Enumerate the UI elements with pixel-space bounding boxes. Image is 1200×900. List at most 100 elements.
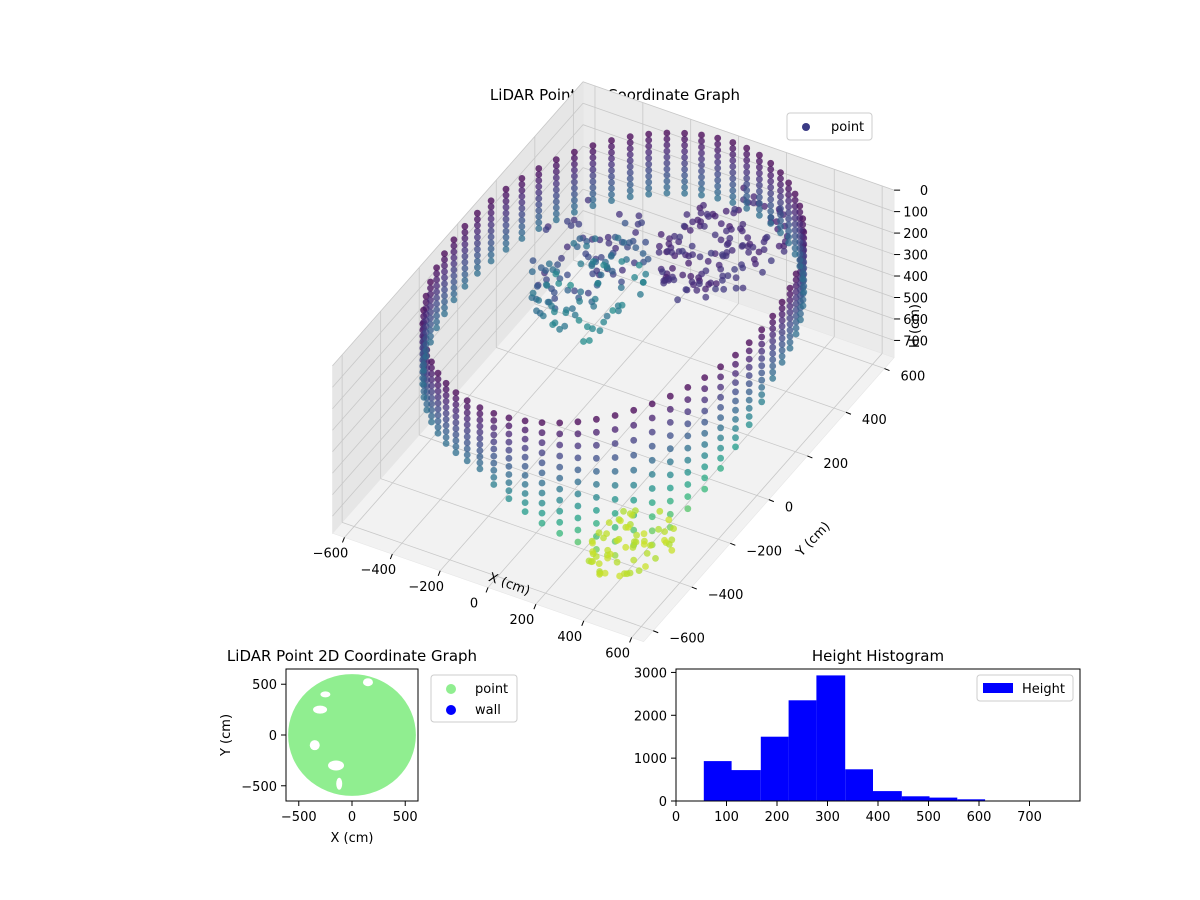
data-point [605, 519, 613, 526]
data-point [427, 320, 434, 328]
y-tick-label: −200 [746, 544, 782, 559]
data-point [564, 217, 571, 225]
h-tick-label: 100 [903, 206, 928, 221]
data-point [769, 375, 777, 382]
h-tick-label: 600 [903, 313, 928, 328]
data-point [487, 239, 495, 247]
data-point [590, 258, 597, 265]
data-point [777, 175, 784, 183]
data-point [701, 463, 709, 471]
data-point [571, 160, 578, 168]
data-point [696, 280, 703, 288]
data-point [745, 372, 753, 379]
data-point [684, 396, 692, 403]
data-point [645, 190, 653, 198]
data-point [701, 222, 708, 230]
data-point [743, 186, 751, 194]
h-tick-label: 200 [903, 227, 928, 242]
data-point [786, 284, 794, 292]
data-point [433, 270, 440, 278]
x-tick-label: 300 [815, 810, 840, 825]
y-tick-label: 0 [785, 501, 793, 516]
data-point [655, 525, 662, 533]
y-tick-label: −400 [708, 588, 744, 603]
data-point [521, 417, 529, 425]
data-point [681, 129, 688, 137]
data-point [697, 209, 705, 217]
x-tick [485, 587, 489, 593]
h-tick-label: 300 [903, 249, 928, 264]
data-point [785, 221, 792, 229]
data-point [640, 530, 648, 538]
data-point [452, 407, 460, 414]
data-point [755, 248, 763, 256]
data-point [620, 239, 628, 246]
data-point [450, 278, 458, 286]
data-point [591, 295, 599, 303]
data-point [463, 409, 471, 417]
data-point [567, 281, 574, 289]
chart-2d-legend-marker-wall [446, 705, 456, 715]
data-point [419, 380, 427, 388]
data-point [791, 226, 799, 234]
data-point [685, 259, 692, 267]
data-point [743, 168, 751, 176]
data-point [767, 165, 775, 173]
data-point [796, 226, 804, 234]
data-point [461, 228, 469, 236]
data-point [743, 162, 751, 170]
data-point [630, 481, 638, 489]
data-point [745, 339, 753, 347]
data-point [433, 318, 440, 326]
data-point [767, 220, 775, 227]
data-point [538, 459, 546, 467]
data-point [640, 541, 648, 548]
data-point [535, 189, 543, 197]
data-point [463, 403, 471, 411]
data-point [666, 484, 674, 492]
data-point [574, 430, 582, 438]
data-point [785, 239, 792, 247]
data-point [433, 288, 440, 296]
data-point [461, 234, 469, 242]
data-point [676, 233, 684, 241]
data-point [613, 537, 621, 544]
data-point [717, 373, 724, 381]
data-point [562, 309, 570, 317]
data-point [681, 166, 688, 173]
data-point [663, 147, 671, 155]
data-point [618, 278, 625, 286]
data-point [758, 391, 766, 398]
data-point [686, 227, 694, 234]
x-tick [581, 620, 585, 626]
data-point [428, 376, 435, 384]
data-point [518, 175, 526, 182]
data-point [521, 453, 529, 461]
data-point [729, 175, 737, 183]
data-point [474, 221, 481, 229]
x-tick-label: 600 [967, 810, 992, 825]
data-point [521, 508, 529, 515]
data-point [637, 291, 644, 298]
data-point [666, 392, 674, 400]
x-tick-label: −400 [360, 563, 396, 578]
data-point [758, 376, 766, 384]
x-tick-label: 200 [765, 810, 790, 825]
data-point [767, 214, 775, 221]
data-point [664, 248, 671, 255]
data-point [666, 432, 674, 439]
data-point [617, 284, 625, 291]
y-tick-label: −500 [241, 780, 277, 795]
data-point [535, 165, 543, 172]
data-point [589, 178, 597, 186]
data-point [763, 233, 771, 241]
data-point [548, 302, 555, 310]
data-point [487, 221, 495, 229]
data-point [717, 465, 724, 472]
y-tick [807, 455, 813, 459]
data-point [535, 177, 543, 184]
data-point [434, 375, 442, 383]
data-point [631, 274, 638, 281]
data-point [428, 412, 435, 420]
